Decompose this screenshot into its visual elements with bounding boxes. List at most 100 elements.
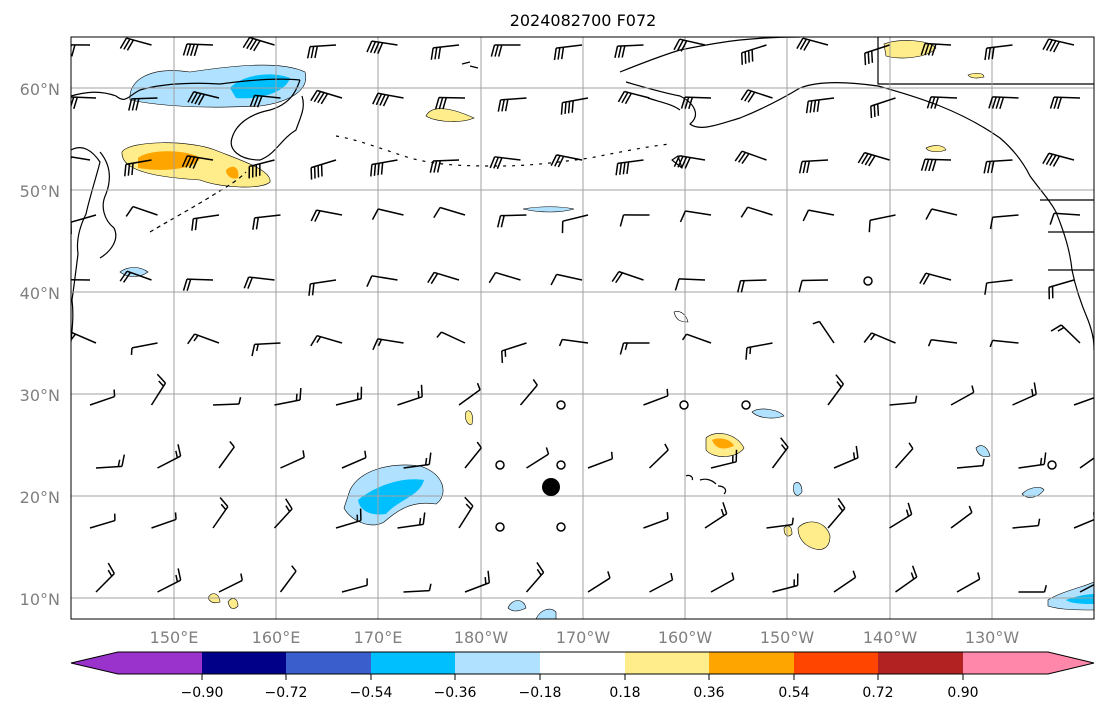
wind-barb: [89, 389, 116, 406]
lon-label-160w: 160°W: [658, 628, 713, 647]
wind-barb: [310, 159, 337, 180]
wind-barb: [125, 205, 158, 217]
wind-barb: [889, 502, 913, 529]
wind-barb: [740, 44, 767, 65]
calm-wind-circle: [495, 460, 505, 470]
gridlines: [71, 37, 1094, 619]
figure-title: 2024082700 F072: [510, 11, 657, 30]
wind-barb: [130, 342, 158, 355]
wind-barb: [1079, 583, 1094, 593]
wind-barb: [489, 156, 521, 170]
wind-barb: [643, 512, 669, 529]
wind-barb: [927, 338, 958, 347]
tropical-cyclone-marker: [542, 478, 560, 496]
wind-barb: [680, 96, 712, 110]
wind-barb: [252, 214, 281, 230]
wind-barb: [71, 96, 97, 109]
wind-barb: [740, 89, 773, 103]
lon-label-170e: 170°E: [354, 628, 403, 647]
wind-barb: [1018, 585, 1048, 593]
wind-barb: [306, 44, 337, 59]
calm-wind-circle: [1047, 460, 1057, 470]
lon-label-140w: 140°W: [863, 628, 918, 647]
lat-label-60n: 60°N: [20, 80, 60, 99]
shade-east-blue-2: [793, 482, 803, 496]
wind-barb: [710, 572, 735, 593]
wind-barb: [1049, 212, 1081, 225]
wind-barb: [989, 339, 1019, 348]
wind-barb: [1048, 279, 1075, 300]
shade-alaska-yellow: [883, 40, 937, 59]
wind-barb: [956, 458, 985, 469]
wind-barb: [587, 451, 614, 469]
wind-barb: [89, 513, 116, 529]
latitude-labels: 60°N 50°N 40°N 30°N 20°N 10°N: [20, 80, 60, 609]
border-alaska-canada: [877, 37, 1094, 85]
colorbar-segment: [118, 652, 202, 674]
wind-barb: [956, 572, 981, 593]
wind-barb: [679, 210, 712, 223]
wind-barb: [926, 96, 958, 109]
colorbar-segment: [963, 652, 1048, 674]
colorbar-label: −0.36: [434, 685, 477, 701]
wind-barb: [280, 450, 305, 469]
wind-barb: [560, 97, 589, 115]
wind-barb: [681, 333, 712, 344]
shade-kamchatka-blue-core: [230, 74, 290, 99]
wind-barb: [251, 342, 281, 357]
wind-barb: [403, 452, 432, 469]
wind-barb: [372, 92, 404, 107]
colorbar-segment: [794, 652, 879, 674]
wind-barb: [827, 497, 846, 529]
lat-label-20n: 20°N: [20, 488, 60, 507]
wind-barb: [614, 44, 644, 58]
wind-barb: [434, 96, 466, 110]
lon-label-180w: 180°W: [454, 628, 509, 647]
border-states: [1040, 199, 1094, 271]
wind-barb: [648, 443, 669, 469]
shade-far-east-blue-2: [1021, 487, 1045, 498]
calm-wind-circle: [556, 460, 566, 470]
wind-barb: [242, 37, 275, 52]
lat-label-50n: 50°N: [20, 182, 60, 201]
shade-gulf-yellow: [925, 145, 947, 153]
colorbar-label: 0.36: [693, 685, 724, 701]
wind-barb: [273, 498, 293, 529]
colorbar-label: 0.90: [947, 685, 978, 701]
wind-barb: [833, 445, 859, 469]
wind-barb: [274, 388, 302, 406]
lon-label-150e: 150°E: [150, 628, 199, 647]
shade-alaska-yellow-2: [967, 72, 985, 79]
colorbar-label: 0.54: [778, 685, 809, 701]
wind-barb: [894, 442, 914, 469]
wind-barb: [496, 214, 527, 228]
wind-barb: [863, 332, 896, 344]
wind-barb: [500, 342, 527, 363]
wind-barb: [798, 159, 829, 174]
colorbar-extend-high: [1048, 652, 1094, 674]
wind-barb: [71, 332, 97, 344]
wind-barb: [397, 512, 426, 529]
wind-barb: [1050, 324, 1081, 344]
shade-se-blue-core: [1066, 594, 1094, 604]
wind-barb: [558, 338, 589, 347]
wind-barb: [157, 444, 182, 469]
wind-barb: [181, 155, 214, 169]
wind-barb: [796, 37, 829, 51]
wind-barb: [71, 278, 91, 281]
coast-alaska-north: [619, 37, 801, 73]
calm-wind-circle: [556, 522, 566, 532]
wind-barb: [519, 378, 538, 406]
wind-barb: [805, 97, 835, 114]
colorbar-segment: [202, 652, 287, 674]
wind-barb: [1018, 452, 1047, 469]
wind-barb: [864, 44, 890, 66]
colorbar-outline: [70, 651, 1095, 675]
shade-okhotsk-orange: [138, 151, 200, 170]
wind-barb: [366, 275, 398, 288]
wind-barb: [611, 270, 644, 284]
wind-barb: [745, 342, 773, 360]
wind-barb: [458, 496, 474, 529]
wind-barb: [488, 271, 521, 284]
calm-wind-circle: [679, 400, 689, 410]
